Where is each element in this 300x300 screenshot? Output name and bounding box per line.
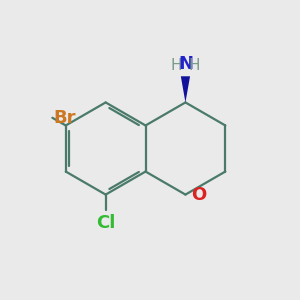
Text: H: H: [189, 58, 200, 73]
Text: Cl: Cl: [96, 214, 115, 232]
Text: Br: Br: [53, 109, 76, 127]
Text: N: N: [178, 55, 193, 73]
Text: H: H: [170, 58, 182, 73]
Text: O: O: [191, 186, 206, 204]
Polygon shape: [181, 76, 190, 102]
